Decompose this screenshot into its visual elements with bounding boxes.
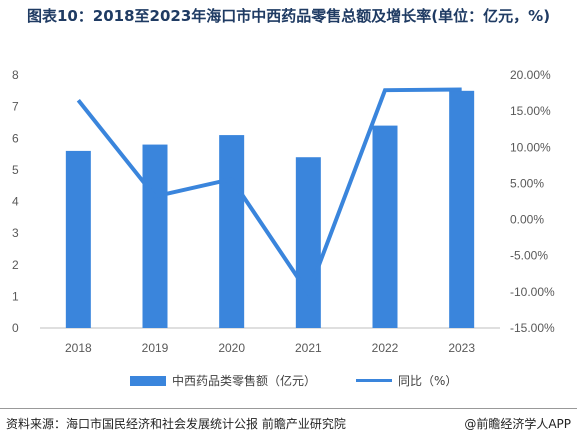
left-axis-tick-label: 0 <box>12 321 19 335</box>
right-axis-tick-label: -10.00% <box>510 285 555 299</box>
left-axis-tick-label: 2 <box>12 258 19 272</box>
legend-line-label: 同比（%） <box>398 374 458 388</box>
x-tick-label: 2021 <box>295 341 322 355</box>
left-axis-tick-label: 6 <box>12 131 19 145</box>
bar-2021 <box>295 157 321 328</box>
right-axis-tick-label: -5.00% <box>510 249 548 263</box>
left-axis-tick-label: 8 <box>12 68 19 82</box>
chart-title: 图表10：2018至2023年海口市中西药品零售总额及增长率(单位：亿元，%) <box>26 7 551 25</box>
x-tick-label: 2018 <box>65 341 92 355</box>
right-axis-tick-label: 0.00% <box>510 213 544 227</box>
footer-divider <box>0 408 577 409</box>
brand-text: @前瞻经济学人APP <box>464 417 571 431</box>
right-axis-tick-label: 10.00% <box>510 140 551 154</box>
bar-2022 <box>372 125 398 328</box>
bar-2019 <box>142 144 168 328</box>
legend-item-bar: 中西药品类零售额（亿元） <box>130 372 316 389</box>
x-tick-label: 2019 <box>142 341 169 355</box>
x-tick-label: 2022 <box>372 341 399 355</box>
bar-2023 <box>449 90 475 328</box>
right-axis-tick-label: 20.00% <box>510 68 551 82</box>
legend-line-swatch <box>356 379 392 382</box>
growth-line <box>76 87 462 298</box>
legend-bar-label: 中西药品类零售额（亿元） <box>172 374 317 388</box>
bar-2020 <box>219 135 245 328</box>
left-axis-tick-label: 7 <box>12 100 19 114</box>
left-axis-tick-label: 3 <box>12 226 19 240</box>
right-axis-tick-label: 15.00% <box>510 104 551 118</box>
x-tick-label: 2020 <box>218 341 245 355</box>
right-axis-tick-label: 5.00% <box>510 176 544 190</box>
legend-bar-swatch <box>130 375 166 386</box>
left-axis-tick-label: 1 <box>12 289 19 303</box>
left-axis-tick-label: 5 <box>12 163 19 177</box>
left-axis-tick-label: 4 <box>12 195 19 209</box>
right-axis-tick-label: -15.00% <box>510 321 555 335</box>
chart-legend: 中西药品类零售额（亿元） 同比（%） <box>0 372 577 390</box>
x-tick-label: 2023 <box>448 341 475 355</box>
legend-item-line: 同比（%） <box>356 372 457 389</box>
bar-2018 <box>65 150 91 328</box>
source-text: 资料来源：海口市国民经济和社会发展统计公报 前瞻产业研究院 <box>6 417 346 431</box>
